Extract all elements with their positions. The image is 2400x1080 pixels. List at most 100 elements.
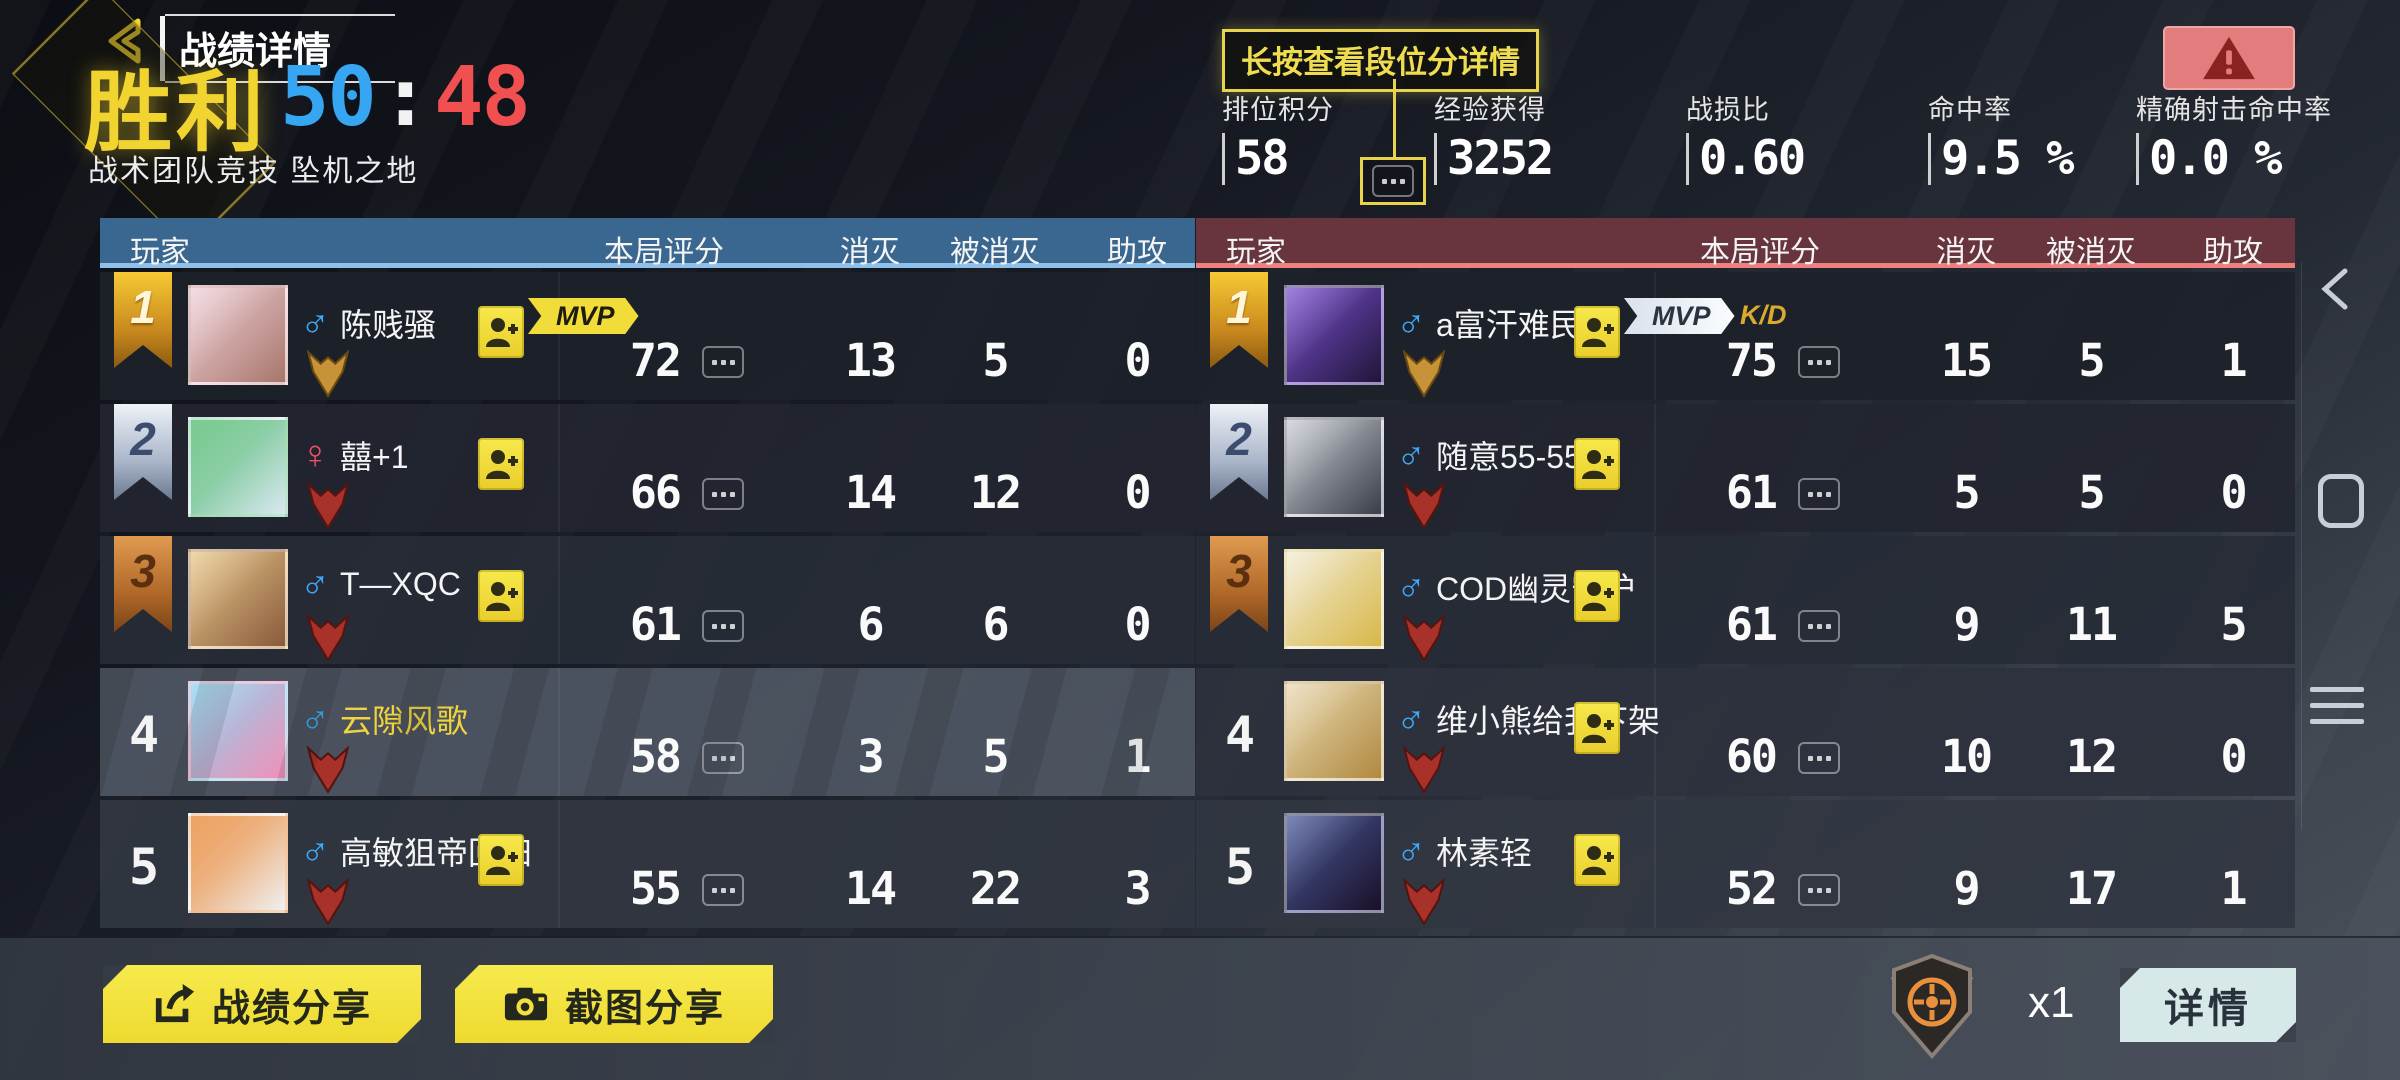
rank-emblem-red-icon <box>302 877 354 926</box>
rank-emblem-red-icon <box>1398 745 1450 794</box>
male-icon: ♂ <box>300 829 330 873</box>
mvp-badge: MVP <box>1624 298 1735 334</box>
red-team-table: 玩家 本局评分 消灭 被消灭 助攻 1 ♂ a富汗难民 MVP K/D 75 15… <box>1196 218 2295 928</box>
share-results-label: 战绩分享 <box>211 987 372 1030</box>
add-friend-button[interactable] <box>1574 438 1620 490</box>
blue-team-table: 玩家 本局评分 消灭 被消灭 助攻 1 ♂ 陈贱骚 MVP 72 13 5 0 2 <box>100 218 1195 928</box>
add-friend-button[interactable] <box>478 438 524 490</box>
score-value: 66 <box>629 466 682 519</box>
report-warning-button[interactable] <box>2163 26 2295 90</box>
score-more-button[interactable] <box>702 742 744 774</box>
score-value: 55 <box>629 862 682 915</box>
camera-icon <box>504 987 548 1021</box>
rank-emblem-gold-icon <box>302 349 354 398</box>
avatar[interactable] <box>1284 417 1384 517</box>
rank-number: 1 <box>1226 281 1252 333</box>
rank-score-tooltip: 长按查看段位分详情 <box>1222 29 1539 92</box>
add-friend-button[interactable] <box>1574 702 1620 754</box>
table-row: 1 ♂ 陈贱骚 MVP 72 13 5 0 <box>100 272 1195 400</box>
person-plus-icon <box>1582 582 1614 611</box>
male-icon: ♂ <box>300 562 330 606</box>
rank-emblem-gold-icon <box>1398 349 1450 398</box>
page-title: 战绩详情 <box>160 14 396 83</box>
avatar[interactable] <box>188 549 288 649</box>
add-friend-button[interactable] <box>478 306 524 358</box>
avatar[interactable] <box>1284 813 1384 913</box>
rank-banner-silver: 2 <box>114 404 172 500</box>
back-button[interactable] <box>98 14 152 68</box>
add-friend-button[interactable] <box>1574 570 1620 622</box>
stat-value: 9.5 % <box>1928 133 2074 185</box>
nav-divider <box>2301 262 2302 830</box>
male-icon: ♂ <box>300 301 330 345</box>
col-deaths: 被消灭 <box>2046 236 2136 269</box>
system-back-button[interactable] <box>2312 266 2358 312</box>
male-icon: ♂ <box>300 697 330 741</box>
male-icon: ♂ <box>1396 301 1426 345</box>
avatar[interactable] <box>188 813 288 913</box>
stat-value: 0.0 % <box>2136 133 2332 185</box>
avatar[interactable] <box>1284 681 1384 781</box>
person-plus-icon <box>486 318 518 347</box>
kills-value: 14 <box>844 862 897 915</box>
share-results-button[interactable]: 战绩分享 <box>103 965 421 1043</box>
table-row: 5 ♂ 高敏狙帝回归 55 14 22 3 <box>100 800 1195 928</box>
score-value: 61 <box>1725 466 1778 519</box>
kills-value: 14 <box>844 466 897 519</box>
rank-banner-bronze: 3 <box>114 536 172 632</box>
stat-label: 精确射击命中率 <box>2136 95 2332 125</box>
stat-value: 58 <box>1222 133 1334 185</box>
screenshot-share-button[interactable]: 截图分享 <box>455 965 773 1043</box>
rank-banner-bronze: 3 <box>1210 536 1268 632</box>
avatar[interactable] <box>188 681 288 781</box>
col-deaths: 被消灭 <box>950 236 1040 269</box>
team-score-blue: 50 <box>280 50 377 145</box>
kills-value: 9 <box>1953 862 1980 915</box>
kills-value: 15 <box>1940 334 1993 387</box>
score-value: 60 <box>1725 730 1778 783</box>
player-name: T—XQC <box>340 565 461 602</box>
table-row: 3 ♂ COD幽灵守护 61 9 11 5 <box>1196 536 2295 664</box>
avatar[interactable] <box>1284 549 1384 649</box>
system-home-button[interactable] <box>2318 474 2364 528</box>
score-more-button[interactable] <box>702 874 744 906</box>
player-name: 陈贱骚 <box>340 307 437 343</box>
score-more-button[interactable] <box>702 610 744 642</box>
score-more-button[interactable] <box>1798 874 1840 906</box>
deaths-value: 11 <box>2065 598 2118 651</box>
person-plus-icon <box>1582 450 1614 479</box>
bottom-bar: 战绩分享 截图分享 x1 详情 <box>0 936 2400 1080</box>
rank-emblem-red-icon <box>1398 613 1450 662</box>
avatar[interactable] <box>188 417 288 517</box>
player-name: 维小熊给我下架 <box>1436 703 1661 739</box>
kd-label: K/D <box>1740 300 1787 330</box>
add-friend-button[interactable] <box>478 570 524 622</box>
rank-points-more-button[interactable] <box>1372 165 1414 197</box>
match-result-label: 胜利 <box>84 63 269 162</box>
score-more-button[interactable] <box>1798 742 1840 774</box>
add-friend-button[interactable] <box>1574 306 1620 358</box>
details-button[interactable]: 详情 <box>2120 968 2296 1042</box>
assists-value: 0 <box>1124 334 1151 387</box>
deaths-value: 5 <box>2078 334 2105 387</box>
col-score: 本局评分 <box>1700 236 1820 269</box>
score-value: 61 <box>1725 598 1778 651</box>
add-friend-button[interactable] <box>1574 834 1620 886</box>
score-more-button[interactable] <box>702 478 744 510</box>
add-friend-button[interactable] <box>478 834 524 886</box>
score-more-button[interactable] <box>702 346 744 378</box>
score-value: 61 <box>629 598 682 651</box>
score-more-button[interactable] <box>1798 610 1840 642</box>
system-recents-button[interactable] <box>2310 676 2364 735</box>
deaths-value: 17 <box>2065 862 2118 915</box>
rank-number: 4 <box>128 706 159 764</box>
rank-number: 3 <box>1226 545 1252 597</box>
score-more-button[interactable] <box>1798 346 1840 378</box>
rank-emblem-red-icon <box>1398 481 1450 530</box>
avatar[interactable] <box>188 285 288 385</box>
avatar[interactable] <box>1284 285 1384 385</box>
score-more-button[interactable] <box>1798 478 1840 510</box>
kills-value: 13 <box>844 334 897 387</box>
medal-icon[interactable] <box>1878 950 1986 1062</box>
rank-points-more-highlight <box>1360 157 1426 205</box>
